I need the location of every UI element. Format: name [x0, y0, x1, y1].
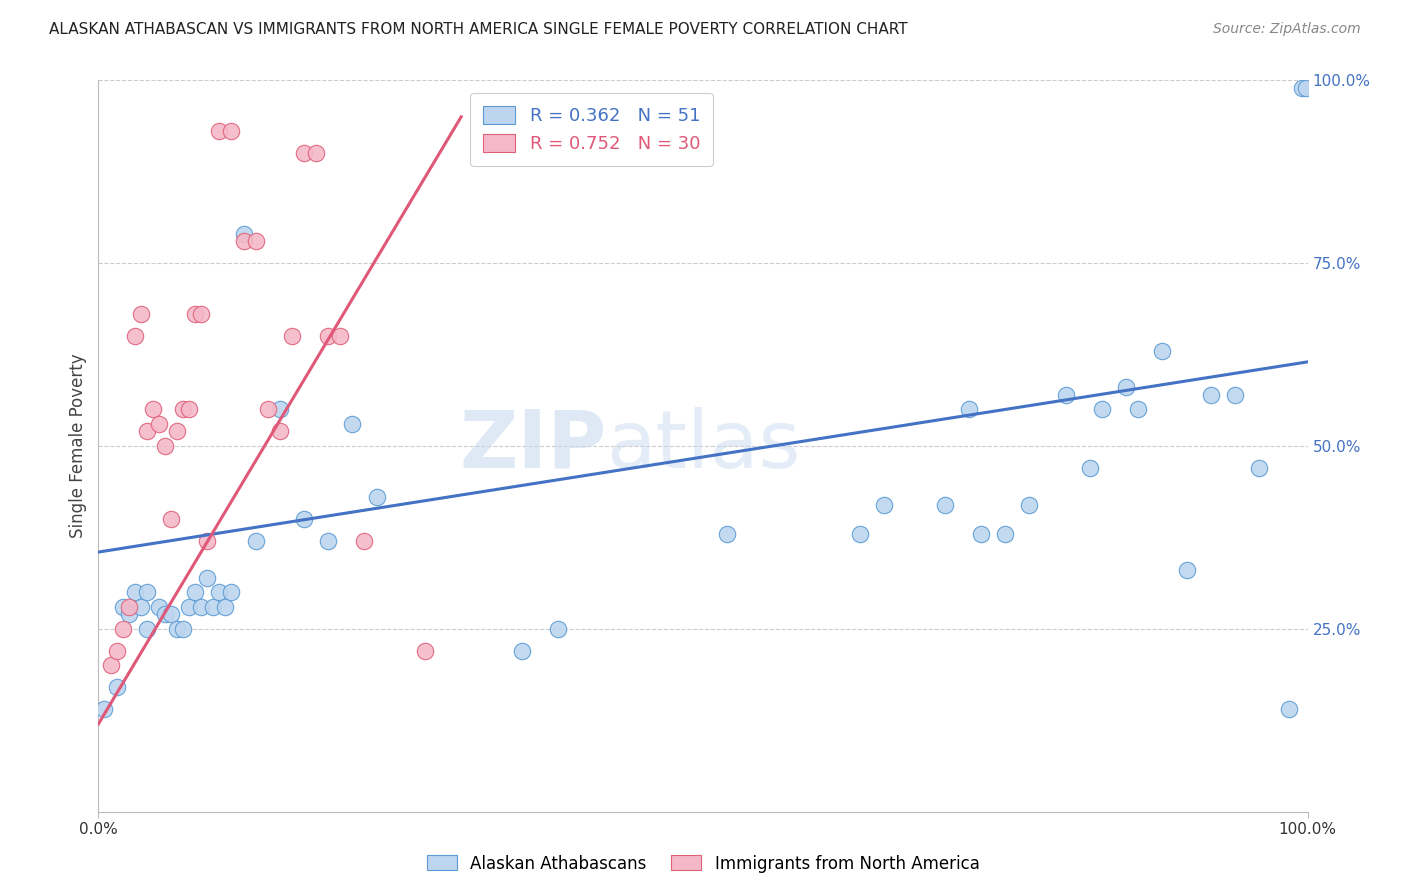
Y-axis label: Single Female Poverty: Single Female Poverty — [69, 354, 87, 538]
Point — [208, 124, 231, 138]
Point — [1091, 402, 1114, 417]
Point — [256, 402, 278, 417]
Point — [111, 599, 134, 614]
Point — [934, 498, 956, 512]
Point — [148, 417, 170, 431]
Point — [160, 607, 183, 622]
Point — [160, 512, 183, 526]
Point — [1291, 80, 1313, 95]
Point — [124, 585, 146, 599]
Point — [1078, 461, 1101, 475]
Point — [1152, 343, 1174, 358]
Point — [957, 402, 980, 417]
Point — [413, 644, 436, 658]
Point — [329, 329, 352, 343]
Point — [232, 227, 254, 241]
Point — [1054, 388, 1077, 402]
Point — [135, 425, 157, 439]
Point — [305, 146, 328, 161]
Point — [221, 585, 243, 599]
Point — [166, 622, 188, 636]
Point — [135, 585, 157, 599]
Point — [135, 622, 157, 636]
Point — [153, 439, 176, 453]
Point — [849, 526, 872, 541]
Point — [1223, 388, 1246, 402]
Point — [166, 425, 188, 439]
Point — [1128, 402, 1150, 417]
Point — [142, 402, 165, 417]
Point — [970, 526, 993, 541]
Point — [179, 599, 201, 614]
Point — [190, 307, 212, 321]
Point — [172, 402, 194, 417]
Point — [1115, 380, 1137, 394]
Point — [873, 498, 896, 512]
Point — [994, 526, 1017, 541]
Point — [184, 585, 207, 599]
Point — [269, 425, 291, 439]
Point — [1278, 702, 1301, 716]
Point — [547, 622, 569, 636]
Point — [353, 534, 375, 549]
Point — [1018, 498, 1040, 512]
Point — [190, 599, 212, 614]
Point — [153, 607, 176, 622]
Point — [105, 644, 128, 658]
Point — [118, 599, 141, 614]
Point — [214, 599, 236, 614]
Point — [148, 599, 170, 614]
Point — [208, 585, 231, 599]
Point — [221, 124, 243, 138]
Point — [93, 702, 115, 716]
Point — [179, 402, 201, 417]
Text: Source: ZipAtlas.com: Source: ZipAtlas.com — [1213, 22, 1361, 37]
Point — [510, 644, 533, 658]
Point — [232, 234, 254, 248]
Point — [316, 329, 339, 343]
Point — [316, 534, 339, 549]
Point — [172, 622, 194, 636]
Point — [1249, 461, 1271, 475]
Point — [342, 417, 364, 431]
Point — [111, 622, 134, 636]
Point — [366, 490, 388, 504]
Text: ZIP: ZIP — [458, 407, 606, 485]
Point — [184, 307, 207, 321]
Point — [245, 234, 267, 248]
Point — [292, 512, 315, 526]
Point — [292, 146, 315, 161]
Point — [118, 607, 141, 622]
Point — [1175, 563, 1198, 577]
Point — [1199, 388, 1222, 402]
Point — [281, 329, 304, 343]
Point — [105, 681, 128, 695]
Point — [202, 599, 225, 614]
Point — [100, 658, 122, 673]
Point — [129, 599, 152, 614]
Point — [124, 329, 146, 343]
Point — [195, 534, 218, 549]
Point — [245, 534, 267, 549]
Text: ALASKAN ATHABASCAN VS IMMIGRANTS FROM NORTH AMERICA SINGLE FEMALE POVERTY CORREL: ALASKAN ATHABASCAN VS IMMIGRANTS FROM NO… — [49, 22, 908, 37]
Legend: R = 0.362   N = 51, R = 0.752   N = 30: R = 0.362 N = 51, R = 0.752 N = 30 — [470, 93, 713, 166]
Legend: Alaskan Athabascans, Immigrants from North America: Alaskan Athabascans, Immigrants from Nor… — [420, 848, 986, 880]
Point — [129, 307, 152, 321]
Point — [195, 571, 218, 585]
Point — [269, 402, 291, 417]
Point — [716, 526, 738, 541]
Point — [1295, 80, 1317, 95]
Text: atlas: atlas — [606, 407, 800, 485]
